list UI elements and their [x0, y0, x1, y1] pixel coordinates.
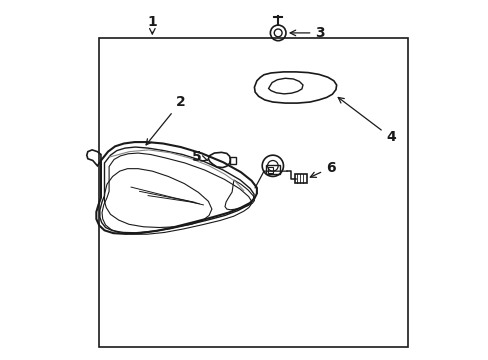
Text: 1: 1	[147, 15, 157, 29]
Text: 6: 6	[310, 161, 335, 177]
Text: 5: 5	[192, 150, 207, 164]
Text: 2: 2	[146, 95, 185, 145]
Bar	[99, 38, 407, 347]
Text: 3: 3	[289, 26, 325, 40]
Text: 4: 4	[338, 98, 395, 144]
